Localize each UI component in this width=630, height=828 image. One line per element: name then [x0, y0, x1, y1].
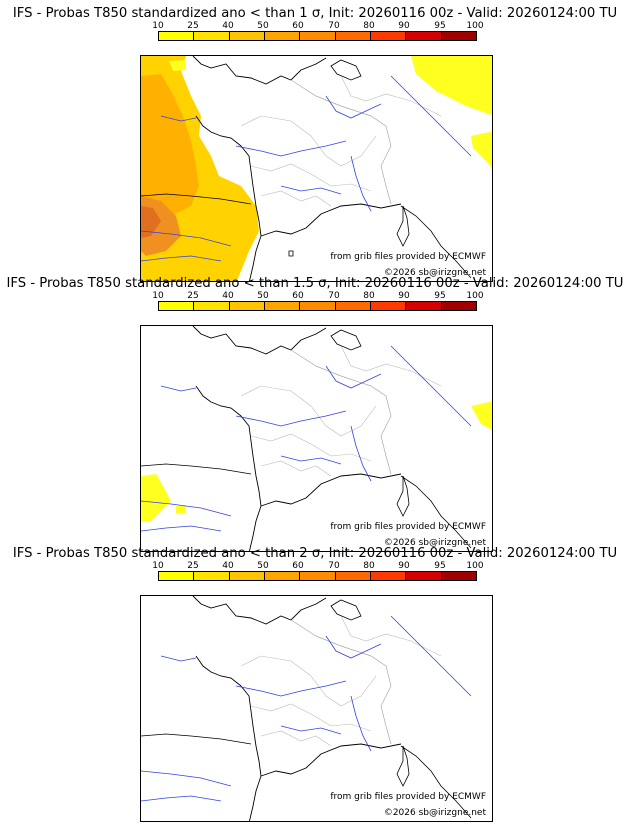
legend-tick: 70: [328, 291, 340, 301]
legend-swatch: [370, 302, 407, 310]
legend-tick: 10: [152, 561, 164, 571]
legend-tick: 80: [363, 21, 375, 31]
legend-tick: 25: [187, 21, 199, 31]
legend-tick: 80: [363, 561, 375, 571]
panel-sigma-1: IFS - Probas T850 standardized ano < tha…: [0, 6, 630, 282]
source-credit: from grib files provided by ECMWF: [330, 252, 486, 262]
legend-swatch: [335, 32, 371, 40]
legend-swatch: [229, 32, 265, 40]
legend-swatch: [441, 32, 476, 40]
legend-swatch: [194, 572, 230, 580]
copyright-credit: ©2026 sb@irizgne.net: [383, 808, 486, 818]
legend-swatch: [335, 572, 371, 580]
legend-tick: 25: [187, 291, 199, 301]
legend-tick: 50: [257, 561, 269, 571]
legend-swatch: [159, 572, 195, 580]
legend-tick: 25: [187, 561, 199, 571]
legend-tick: 10: [152, 291, 164, 301]
legend-labels: 10 25 40 50 60 70 80 90 95 100: [0, 561, 630, 571]
legend-swatch: [406, 32, 442, 40]
legend-swatch: [159, 32, 195, 40]
legend-swatch: [229, 302, 265, 310]
legend-swatch: [300, 572, 336, 580]
legend-tick: 50: [257, 21, 269, 31]
legend-swatch: [441, 302, 476, 310]
legend-colorbar: [158, 31, 477, 41]
legend-tick: 40: [222, 291, 234, 301]
legend-swatch: [370, 32, 407, 40]
legend-colorbar: [158, 301, 477, 311]
legend-tick: 90: [398, 21, 410, 31]
legend-swatch: [406, 572, 442, 580]
probability-map: from grib files provided by ECMWF ©2026 …: [140, 325, 493, 552]
panel-sigma-2: IFS - Probas T850 standardized ano < tha…: [0, 546, 630, 822]
legend-swatch: [370, 572, 407, 580]
legend-tick: 50: [257, 291, 269, 301]
legend-tick: 70: [328, 21, 340, 31]
legend-swatch: [264, 302, 301, 310]
panel-sigma-1-5: IFS - Probas T850 standardized ano < tha…: [0, 276, 630, 552]
copyright-credit: ©2026 sb@irizgne.net: [383, 268, 486, 278]
legend-tick: 70: [328, 561, 340, 571]
legend-tick: 100: [466, 21, 484, 31]
legend-tick: 100: [466, 291, 484, 301]
legend-labels: 10 25 40 50 60 70 80 90 95 100: [0, 21, 630, 31]
legend-swatch: [229, 572, 265, 580]
legend-swatch: [406, 302, 442, 310]
legend-swatch: [194, 32, 230, 40]
legend-tick: 60: [292, 21, 304, 31]
legend-tick: 40: [222, 21, 234, 31]
legend-tick: 40: [222, 561, 234, 571]
legend-swatch: [335, 302, 371, 310]
legend-swatch: [264, 32, 301, 40]
legend-swatch: [300, 32, 336, 40]
legend-tick: 90: [398, 291, 410, 301]
source-credit: from grib files provided by ECMWF: [330, 792, 486, 802]
probability-map: from grib files provided by ECMWF ©2026 …: [140, 55, 493, 282]
legend-tick: 90: [398, 561, 410, 571]
legend-tick: 60: [292, 561, 304, 571]
legend-labels: 10 25 40 50 60 70 80 90 95 100: [0, 291, 630, 301]
legend-swatch: [159, 302, 195, 310]
legend-colorbar: [158, 571, 477, 581]
legend-swatch: [194, 302, 230, 310]
legend-tick: 10: [152, 21, 164, 31]
legend-swatch: [300, 302, 336, 310]
copyright-credit: ©2026 sb@irizgne.net: [383, 538, 486, 548]
panel-title: IFS - Probas T850 standardized ano < tha…: [6, 276, 624, 291]
legend-tick: 100: [466, 561, 484, 571]
legend-tick: 95: [434, 21, 446, 31]
legend-tick: 60: [292, 291, 304, 301]
source-credit: from grib files provided by ECMWF: [330, 522, 486, 532]
legend-swatch: [264, 572, 301, 580]
legend-tick: 95: [434, 291, 446, 301]
panel-title: IFS - Probas T850 standardized ano < tha…: [12, 6, 618, 21]
probability-map: from grib files provided by ECMWF ©2026 …: [140, 595, 493, 822]
legend-tick: 80: [363, 291, 375, 301]
legend-swatch: [441, 572, 476, 580]
panel-title: IFS - Probas T850 standardized ano < tha…: [12, 546, 618, 561]
legend-tick: 95: [434, 561, 446, 571]
